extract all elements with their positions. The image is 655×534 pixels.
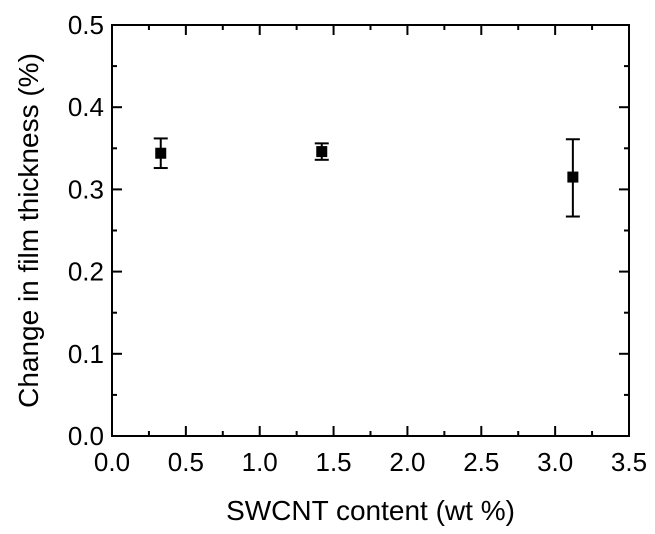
data-point xyxy=(155,147,167,159)
x-axis-label: SWCNT content (wt %) xyxy=(226,495,515,526)
y-tick-label: 0.1 xyxy=(68,339,104,369)
y-tick-label: 0.0 xyxy=(68,421,104,451)
x-tick-label: 3.5 xyxy=(611,447,647,477)
data-marks-layer xyxy=(153,137,580,218)
y-tick-label: 0.3 xyxy=(68,174,104,204)
x-tick-label: 0.0 xyxy=(94,447,130,477)
y-tick-label: 0.4 xyxy=(68,92,104,122)
x-tick-label: 2.5 xyxy=(463,447,499,477)
x-tick-label: 2.0 xyxy=(389,447,425,477)
y-axis-label: Change in film thickness (%) xyxy=(13,53,44,408)
data-point xyxy=(567,171,579,183)
x-tick-label: 0.5 xyxy=(168,447,204,477)
x-tick-label: 3.0 xyxy=(537,447,573,477)
y-tick-label: 0.2 xyxy=(68,257,104,287)
x-tick-label: 1.5 xyxy=(315,447,351,477)
x-tick-label: 1.0 xyxy=(242,447,278,477)
y-tick-label: 0.5 xyxy=(68,10,104,40)
axes-layer: 0.0 0.5 1.0 1.5 2.0 2.5 3.0 3.5 0.0 0.1 0.2 0.3 0.4 0… xyxy=(68,10,647,477)
data-point xyxy=(316,146,328,158)
